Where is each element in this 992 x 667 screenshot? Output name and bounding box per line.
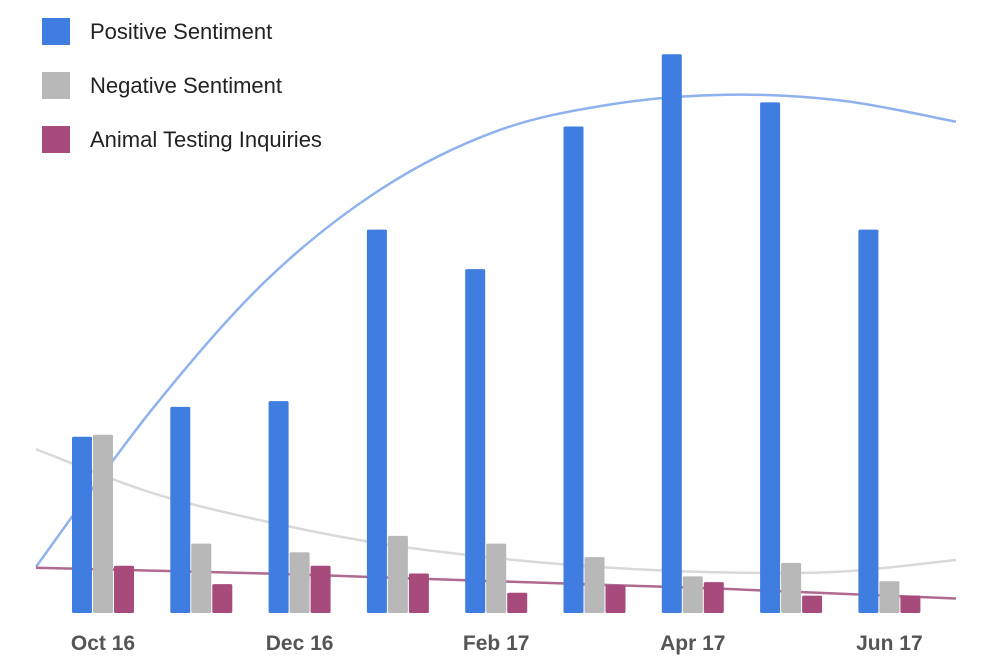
- bar-animal-testing-inquiries-5: [605, 585, 626, 613]
- bar-positive-sentiment-0: [72, 436, 92, 613]
- x-axis: Oct 16 Dec 16 Feb 17 Apr 17 Jun 17: [71, 632, 923, 655]
- trendline-0: [34, 93, 957, 568]
- bar-positive-sentiment-3: [366, 229, 387, 614]
- legend: Positive Sentiment Negative Sentiment Anim…: [42, 18, 322, 153]
- x-tick-label-3: Apr 17: [660, 632, 725, 655]
- bar-negative-sentiment-3: [387, 535, 408, 613]
- bar-negative-sentiment-4: [486, 543, 507, 613]
- bar-positive-sentiment-8: [858, 229, 879, 614]
- bar-negative-sentiment-7: [781, 562, 802, 613]
- bar-animal-testing-inquiries-1: [212, 584, 233, 613]
- bar-negative-sentiment-1: [191, 543, 212, 613]
- bar-animal-testing-inquiries-0: [114, 565, 134, 613]
- bar-negative-sentiment-0: [93, 434, 113, 613]
- bar-positive-sentiment-6: [661, 54, 682, 614]
- bar-animal-testing-inquiries-4: [507, 592, 528, 613]
- bar-animal-testing-inquiries-6: [703, 582, 724, 613]
- bar-positive-sentiment-1: [170, 406, 191, 613]
- bar-animal-testing-inquiries-3: [408, 573, 429, 613]
- bar-negative-sentiment-5: [584, 557, 605, 613]
- bar-negative-sentiment-6: [682, 576, 703, 613]
- bar-animal-testing-inquiries-7: [802, 595, 823, 613]
- legend-swatch-2: [42, 126, 70, 153]
- x-tick-label-0: Oct 16: [71, 632, 135, 655]
- bar-positive-sentiment-7: [760, 102, 781, 613]
- legend-swatch-1: [42, 72, 70, 99]
- x-tick-label-4: Jun 17: [856, 632, 923, 655]
- x-tick-label-2: Feb 17: [463, 632, 530, 655]
- bar-animal-testing-inquiries-8: [900, 595, 921, 613]
- x-tick-label-1: Dec 16: [266, 632, 334, 655]
- bar-positive-sentiment-4: [465, 269, 486, 613]
- bar-negative-sentiment-2: [289, 552, 310, 613]
- bars: [72, 54, 921, 614]
- legend-label-0: Positive Sentiment: [90, 19, 272, 44]
- bar-positive-sentiment-2: [268, 401, 289, 613]
- legend-swatch-0: [42, 18, 70, 45]
- bar-animal-testing-inquiries-2: [310, 565, 331, 613]
- bar-negative-sentiment-8: [879, 581, 900, 613]
- bar-positive-sentiment-5: [563, 126, 584, 614]
- legend-label-1: Negative Sentiment: [90, 73, 282, 98]
- legend-label-2: Animal Testing Inquiries: [90, 127, 322, 152]
